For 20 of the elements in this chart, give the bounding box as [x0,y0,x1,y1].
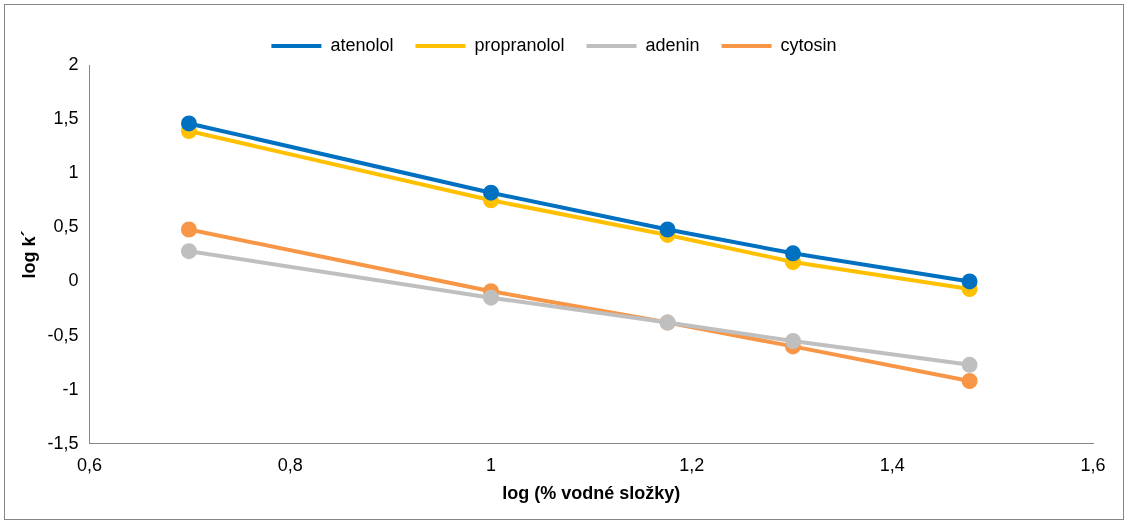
x-tick-label: 1,6 [1080,454,1106,475]
x-tick-label: 1,4 [879,454,905,475]
y-tick-label: 1,5 [53,108,79,129]
legend-label: cytosin [780,34,837,55]
y-tick-label: 0 [68,270,79,291]
y-tick-label: 2 [68,53,79,74]
y-tick-label: 0,5 [53,216,79,237]
x-axis-title: log (% vodné složky) [502,483,681,504]
legend-label: adenin [645,34,700,55]
x-tick-label: 1 [485,454,496,475]
y-tick-label: -0,5 [47,324,79,345]
x-tick-label: 0,8 [277,454,303,475]
y-tick-label: 1 [68,162,79,183]
legend-label: atenolol [330,34,394,55]
y-axis-title: log k´ [18,230,39,279]
legend-label: propranolol [474,34,565,55]
y-tick-label: -1,5 [47,432,79,453]
y-tick-label: -1 [62,378,79,399]
x-tick-label: 0,6 [77,454,103,475]
x-tick-label: 1,2 [679,454,705,475]
